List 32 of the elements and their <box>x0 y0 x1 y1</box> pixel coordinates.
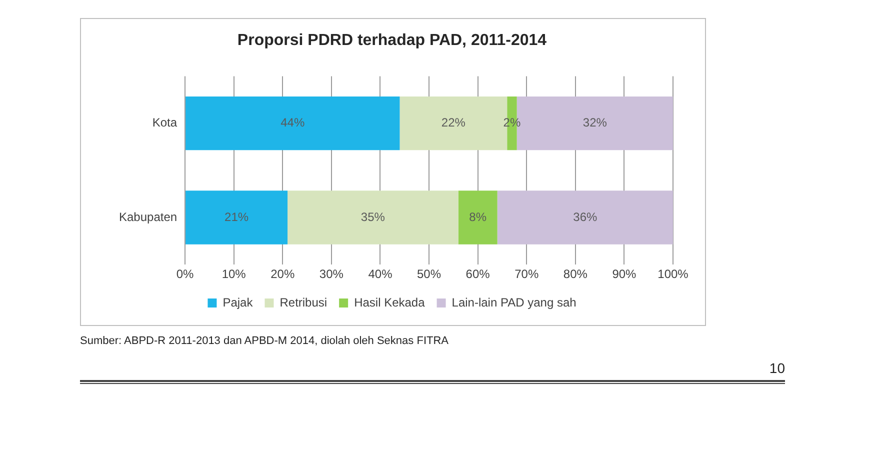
x-tick-label: 100% <box>658 267 689 282</box>
legend-label: Lain-lain PAD yang sah <box>452 295 576 310</box>
bar <box>186 96 400 150</box>
x-tick-label: 80% <box>563 267 588 282</box>
x-tick-label: 90% <box>612 267 637 282</box>
y-tick-label: Kota <box>152 116 178 130</box>
data-label: 35% <box>360 210 386 224</box>
legend-label: Retribusi <box>280 295 328 310</box>
x-tick-label: 70% <box>514 267 539 282</box>
bar <box>458 190 498 244</box>
data-label: 8% <box>469 210 487 224</box>
bar <box>186 190 288 244</box>
chart-title: Proporsi PDRD terhadap PAD, 2011-2014 <box>237 32 547 50</box>
x-tick-label: 0% <box>176 267 194 282</box>
data-label: 32% <box>582 116 608 130</box>
data-label: 36% <box>573 210 598 224</box>
y-tick-label: Kabupaten <box>118 210 178 224</box>
x-tick-label: 60% <box>466 267 490 282</box>
bar <box>497 190 673 244</box>
x-tick-label: 40% <box>368 267 393 282</box>
data-label: 44% <box>280 116 305 130</box>
text: 10 <box>768 360 785 376</box>
text: Sumber: ABPD-R 2011-2013 dan APBD-M 2014, diolah oleh Seknas FITRA <box>80 335 448 347</box>
x-tick-label: 10% <box>222 267 246 282</box>
x-tick-label: 30% <box>319 267 344 282</box>
bar <box>288 190 458 244</box>
x-tick-label: 50% <box>417 267 442 282</box>
data-label: 21% <box>224 210 249 224</box>
legend-label: Pajak <box>222 295 254 310</box>
legend-label: Hasil Kekada <box>354 295 426 310</box>
x-tick-label: 20% <box>270 267 295 282</box>
data-label: 22% <box>441 116 466 130</box>
